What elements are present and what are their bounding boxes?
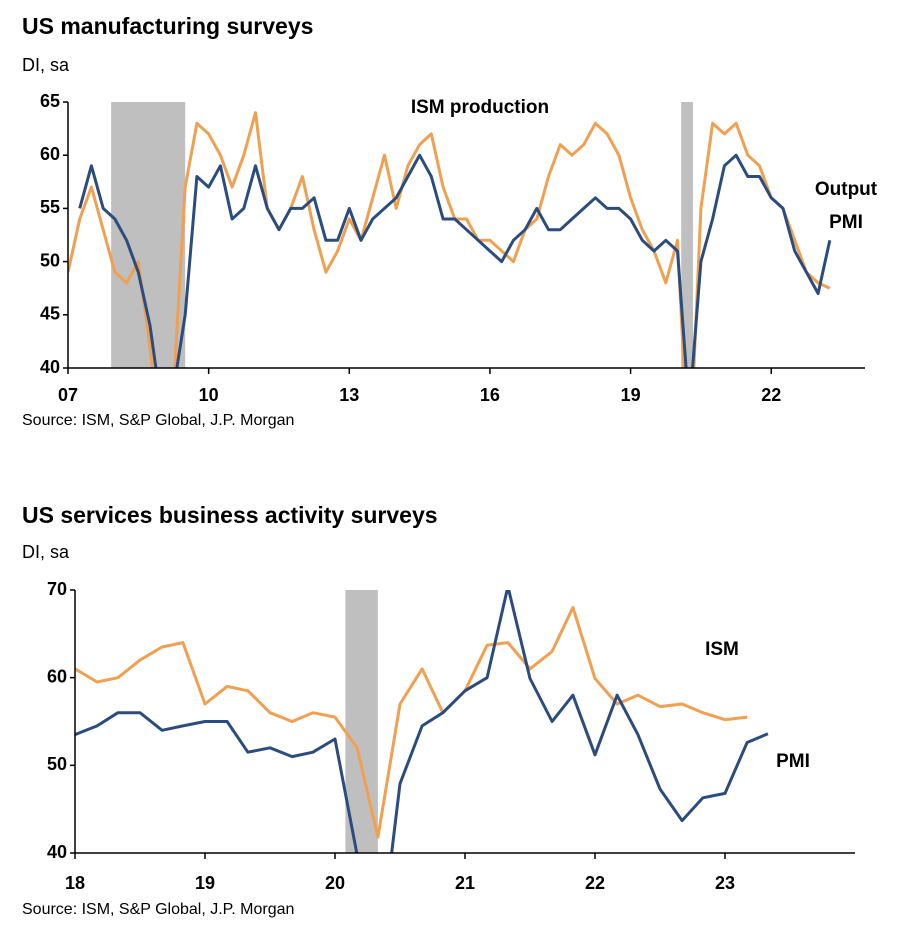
x-tick-label: 19 (621, 385, 641, 405)
y-tick-label: 50 (47, 754, 67, 774)
chart-title: US services business activity surveys (22, 502, 438, 528)
x-tick-label: 16 (480, 385, 500, 405)
annotation: PMI (829, 212, 863, 233)
annotation: Output (815, 179, 878, 200)
y-tick-label: 40 (47, 842, 67, 862)
x-tick-label: 22 (761, 385, 781, 405)
y-tick-label: 50 (40, 250, 60, 270)
annotation: PMI (776, 751, 810, 772)
chart-subtitle: DI, sa (22, 542, 70, 562)
x-tick-label: 19 (195, 873, 215, 893)
source: Source: ISM, S&P Global, J.P. Morgan (22, 901, 294, 918)
recession-band (681, 102, 693, 368)
chart-title: US manufacturing surveys (22, 13, 313, 39)
x-tick-label: 22 (585, 873, 605, 893)
y-tick-label: 60 (47, 666, 67, 686)
y-tick-label: 65 (40, 91, 60, 111)
series-line (68, 111, 831, 368)
x-tick-label: 07 (58, 385, 78, 405)
series-line (75, 606, 748, 839)
chart-subtitle: DI, sa (22, 55, 70, 75)
x-tick-label: 18 (65, 873, 85, 893)
x-tick-label: 13 (339, 385, 359, 405)
x-tick-label: 23 (715, 873, 735, 893)
y-tick-label: 60 (40, 144, 60, 164)
y-tick-label: 70 (47, 579, 67, 599)
series-line (75, 590, 769, 853)
source: Source: ISM, S&P Global, J.P. Morgan (22, 412, 294, 429)
y-tick-label: 45 (40, 304, 60, 324)
y-tick-label: 40 (40, 357, 60, 377)
series-line (78, 153, 832, 368)
annotation: ISM production (411, 97, 549, 118)
annotation: ISM (705, 639, 739, 660)
x-tick-label: 20 (325, 873, 345, 893)
x-tick-label: 10 (199, 385, 219, 405)
x-tick-label: 21 (455, 873, 475, 893)
y-tick-label: 55 (40, 197, 60, 217)
